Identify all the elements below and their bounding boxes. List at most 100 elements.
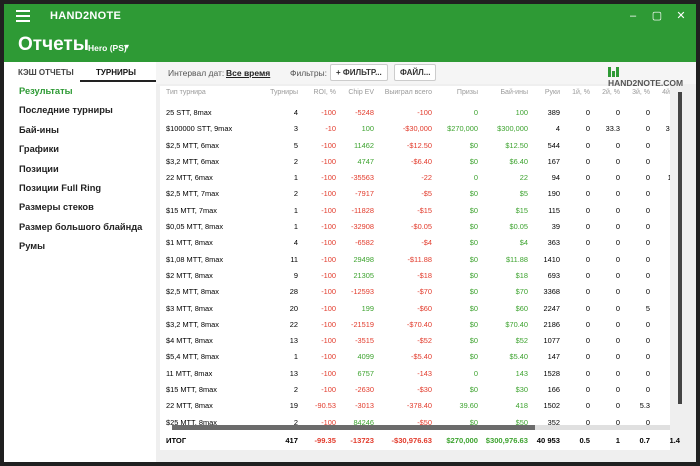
cell-first-pct: 0 [585, 287, 590, 297]
table-row[interactable]: $3,2 MTT, 8max 22 -100 -21519 -$70.40 $0 $70.4… [160, 316, 670, 332]
cell-tournaments: 4 [293, 238, 298, 248]
column-header-chip-ev[interactable]: Chip EV [348, 89, 374, 96]
cell-buy-ins: $15 [515, 205, 528, 215]
column-header-second-pct[interactable]: 2й, % [602, 89, 620, 96]
total-fourth-pct: 1.4 [669, 436, 680, 445]
scrollbar-thumb[interactable] [172, 425, 535, 430]
cell-chip-ev: -35563 [350, 173, 374, 183]
cell-tournaments: 2 [293, 189, 298, 199]
cell-second-pct: 0 [615, 336, 620, 346]
table-row[interactable]: 22 MTT, 8max 19 -90.53 -3013 -378.40 39.60 418… [160, 397, 670, 413]
cell-won-total: -$70.40 [406, 319, 432, 329]
sidebar-item-report-3[interactable]: Графики [19, 144, 59, 155]
column-header-roi[interactable]: ROI, % [313, 89, 336, 96]
table-row[interactable]: 11 MTT, 8max13-1006757-14301431528000015… [160, 365, 670, 381]
cell-roi: -100 [321, 319, 336, 329]
cell-chip-ev: 11462 [353, 140, 374, 150]
sidebar-item-report-1[interactable]: Последние турниры [19, 105, 113, 116]
cell-chip-ev: -3013 [355, 401, 374, 411]
sidebar-item-report-6[interactable]: Размеры стеков [19, 202, 94, 213]
vertical-scrollbar[interactable] [678, 92, 682, 404]
cell-won-total: -$12.50 [406, 140, 432, 150]
cell-won-total: -378.40 [406, 401, 432, 411]
cell-won-total: -100 [417, 108, 432, 117]
date-range-select[interactable]: Все время [226, 68, 271, 78]
cell-roi: -90.53 [315, 401, 336, 411]
table-row[interactable]: $4 MTT, 8max13-100-3515-$52$0$5210770000… [160, 332, 670, 348]
file-button[interactable]: ФАЙЛ... [394, 64, 437, 81]
table-row[interactable]: $15 MTT, 7max1-100-11828-$15$0$151150000… [160, 202, 670, 218]
cell-first-pct: 0 [585, 238, 590, 248]
cell-fourth-pct: 0 [652, 222, 670, 231]
main-content: Интервал дат: Все время Фильтры: + ФИЛЬТ… [156, 62, 696, 462]
cell-tournaments: 4 [293, 108, 298, 117]
cell-second-pct: 0 [615, 352, 620, 362]
sidebar-item-report-7[interactable]: Размер большого блайнда [19, 221, 143, 232]
menu-icon[interactable] [16, 10, 30, 22]
horizontal-scrollbar[interactable] [172, 425, 670, 430]
column-header-third-pct[interactable]: 3й, % [632, 89, 650, 96]
cell-hands: 2247 [543, 303, 560, 313]
cell-hands: 544 [547, 140, 560, 150]
cell-second-pct: 0 [615, 254, 620, 264]
table-row[interactable]: $3,2 MTT, 6max 2 -100 4747 -$6.40 $0 $6.40 167 0… [160, 153, 670, 169]
column-header-hands[interactable]: Руки [544, 89, 560, 96]
cell-first-pct: 0 [585, 254, 590, 264]
cell-tournaments: 22 [289, 319, 298, 329]
column-header-won-total[interactable]: Выиграл всего [384, 89, 432, 96]
sidebar-item-report-4[interactable]: Позиции [19, 163, 59, 174]
cell-hands: 1502 [543, 401, 560, 411]
sidebar-item-report-5[interactable]: Позиции Full Ring [19, 182, 102, 193]
minimize-icon[interactable]: – [629, 10, 637, 22]
cell-tournaments: 2 [293, 156, 298, 166]
close-icon[interactable]: ✕ [676, 10, 686, 22]
column-header-prizes[interactable]: Призы [456, 89, 478, 96]
cell-tournaments: 5 [293, 140, 298, 150]
sidebar-item-results[interactable]: Результаты [19, 86, 73, 96]
filter-button[interactable]: + ФИЛЬТР... [330, 64, 388, 81]
cell-chip-ev: -2630 [355, 385, 374, 395]
table-header: Тип турнира Турниры ROI, % Chip EV Выиграл в… [160, 86, 670, 104]
column-header-tournament-type[interactable]: Тип турнира [166, 89, 206, 96]
tab-cash-reports[interactable]: КЭШ ОТЧЕТЫ [18, 68, 74, 77]
scrollbar-thumb[interactable] [678, 92, 682, 404]
column-header-fourth-pct[interactable]: 4й, % [662, 89, 670, 96]
hero-selector[interactable]: Hero (PS) [88, 43, 127, 53]
table-row[interactable]: $100000 STT, 9max 3 -10 100 -$30,000 $270,000… [160, 120, 670, 136]
sidebar-item-report-2[interactable]: Бай-ины [19, 124, 59, 135]
table-row[interactable]: $0,05 MTT, 8max 1 -100 -32908 -$0.05 $0 $0.05 3… [160, 218, 670, 234]
table-row[interactable]: $5,4 MTT, 8max 1 -100 4099 -$5.40 $0 $5.40 147 0… [160, 348, 670, 364]
cell-second-pct: 0 [615, 108, 620, 117]
tab-tournaments[interactable]: ТУРНИРЫ [96, 68, 136, 77]
cell-hands: 3368 [543, 287, 560, 297]
table-row[interactable]: $2,5 MTT, 8max 28 -100 -12593 -$70 $0 $70 3368 0… [160, 283, 670, 299]
maximize-icon[interactable]: ▢ [651, 10, 663, 22]
cell-third-pct: 0 [645, 140, 650, 150]
table-row[interactable]: $2,5 MTT, 6max 5 -100 11462 -$12.50 $0 $12.50 5… [160, 137, 670, 153]
filters-label: Фильтры: [290, 68, 328, 78]
cell-second-pct: 0 [615, 385, 620, 395]
cell-won-total: -$18 [417, 270, 432, 280]
chevron-down-icon[interactable]: ▾ [125, 42, 130, 51]
column-header-tournaments[interactable]: Турниры [270, 89, 298, 96]
column-header-first-pct[interactable]: 1й, % [572, 89, 590, 96]
cell-tournaments: 20 [289, 303, 298, 313]
cell-fourth-pct: 0 [652, 157, 670, 166]
sidebar-item-report-8[interactable]: Румы [19, 241, 46, 252]
table-row[interactable]: $1,08 MTT, 8max 11 -100 29498 -$11.88 $0 $11.8… [160, 251, 670, 267]
cell-hands: 389 [547, 108, 560, 117]
cell-chip-ev: 100 [361, 124, 374, 134]
cell-fourth-pct: 0 [652, 189, 670, 198]
cell-prizes: $0 [469, 352, 478, 362]
column-header-buy-ins[interactable]: Бай-ины [500, 89, 528, 96]
cell-buy-ins: $12.50 [505, 140, 528, 150]
cell-roi: -100 [321, 156, 336, 166]
